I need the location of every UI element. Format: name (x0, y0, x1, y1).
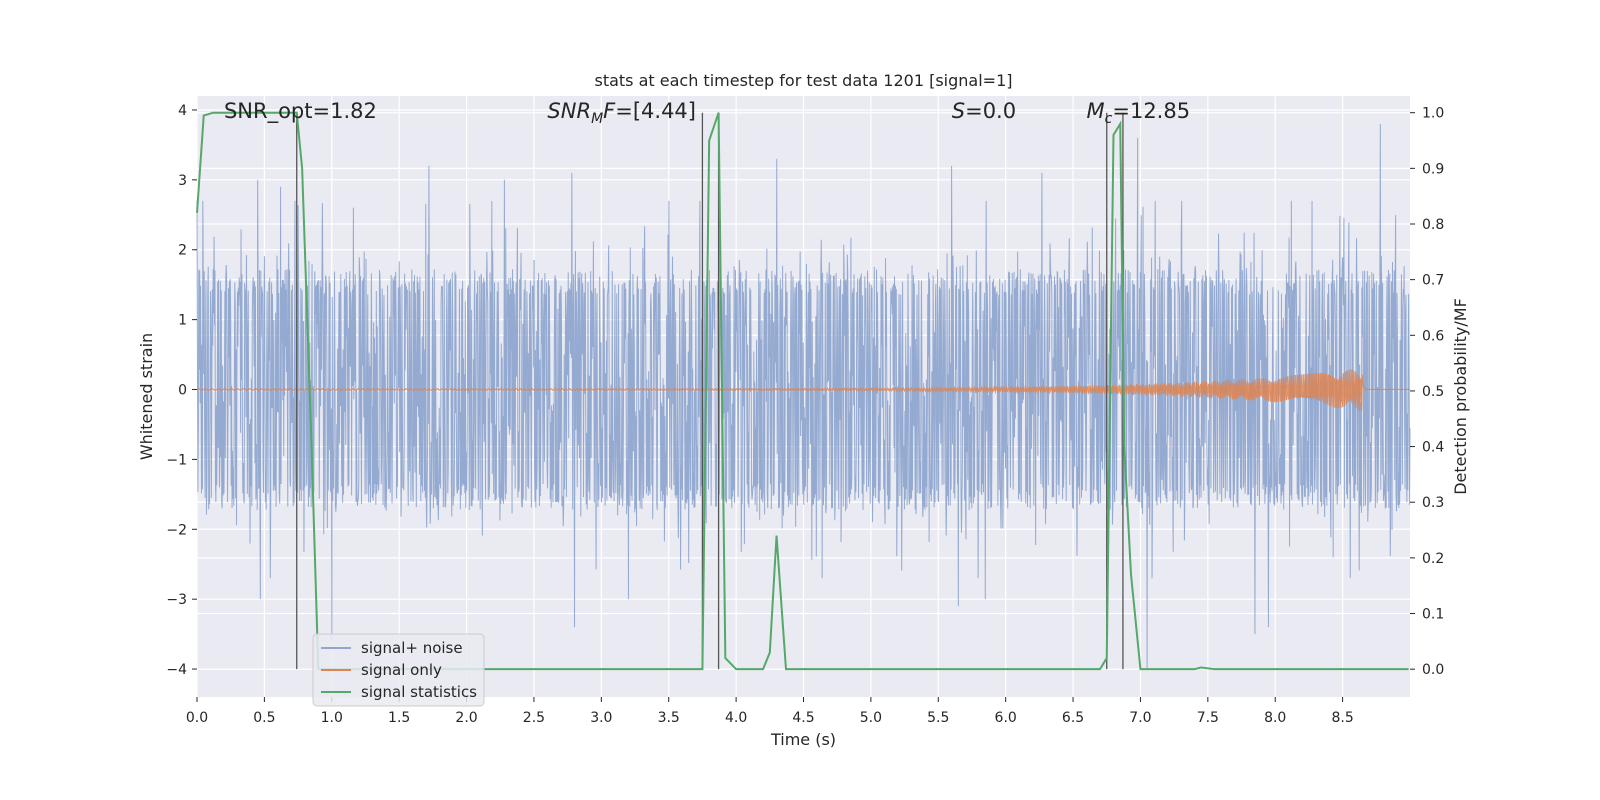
x-tick-label: 0.0 (186, 710, 208, 726)
x-tick-label: 3.5 (658, 710, 680, 726)
x-tick-label: 2.0 (455, 710, 477, 726)
signal-noise-line (196, 123, 1411, 670)
y-left-tick-label: 1 (178, 313, 187, 329)
signal-statistics-line (196, 111, 1409, 671)
x-tick-label: 8.0 (1264, 710, 1286, 726)
y-left-tick-label: 0 (178, 383, 187, 399)
annotation-subscript: c (1105, 111, 1113, 127)
annotation-main: SNR (547, 99, 591, 123)
y-right-tick-label: 0.4 (1422, 440, 1444, 456)
y-left-tick-label: 2 (178, 243, 187, 259)
legend-box (312, 633, 485, 707)
x-tick-label: 1.0 (321, 710, 343, 726)
x-axis-label: Time (s) (770, 730, 836, 749)
annotation-tail-rest: =[4.44] (615, 99, 696, 123)
y-right-tick-label: 0.5 (1422, 384, 1444, 400)
y-right-tick-label: 0.6 (1422, 328, 1444, 344)
y-right-tick-label: 0.8 (1422, 217, 1444, 233)
annotation-tail: F=[4.44] (603, 99, 696, 123)
annotation-tail: =0.0 (965, 99, 1016, 123)
x-tick-label: 7.0 (1129, 710, 1151, 726)
y-left-tick-label: 3 (178, 173, 187, 189)
signal-noise-series (196, 123, 1411, 670)
y-right-tick-label: 0.1 (1422, 607, 1444, 623)
y-left-tick-label: −1 (166, 452, 187, 468)
y-right-tick-label: 0.7 (1422, 273, 1444, 289)
annotation-s-value: S=0.0 (952, 99, 1016, 123)
y-left-tick-label: 4 (178, 103, 187, 119)
y-right-tick-label: 0.3 (1422, 495, 1444, 511)
annotation-subscript: M (591, 111, 603, 127)
annotation-main: M (1087, 99, 1105, 123)
y-left-tick-label: −3 (166, 592, 187, 608)
x-tick-label: 1.5 (388, 710, 410, 726)
axis-ticks: 0.0 0.5 1.0 1.5 2.0 2.5 3.0 3.5 4.0 4.5 5.0 5.5 6.0 6… (166, 103, 1444, 726)
signal-statistics-series (196, 111, 1409, 671)
x-tick-label: 7.5 (1197, 710, 1219, 726)
legend-entry-signal-statistics: signal statistics (361, 683, 477, 701)
annotation-tail: =12.85 (1112, 99, 1190, 123)
chart-title: stats at each timestep for test data 120… (594, 71, 1012, 90)
y-right-tick-label: 1.0 (1422, 106, 1444, 122)
y-right-tick-label: 0.0 (1422, 662, 1444, 678)
annotation-mc-value: Mc=12.85 (1087, 99, 1191, 127)
x-tick-label: 8.5 (1331, 710, 1353, 726)
annotation-snr-opt: SNR_opt=1.82 (224, 99, 377, 124)
x-tick-label: 4.5 (792, 710, 814, 726)
legend: signal+ noise signal only signal statist… (312, 633, 485, 707)
legend-entry-signal-noise: signal+ noise (361, 639, 463, 657)
x-tick-label: 0.5 (253, 710, 275, 726)
signal-only-line (196, 369, 1410, 411)
y-right-tick-label: 0.2 (1422, 551, 1444, 567)
annotation-tail-italic: F (603, 99, 616, 123)
annotations: SNR_opt=1.82 SNRMF=[4.44] S=0.0 Mc=12.85 (224, 99, 1190, 127)
y-right-tick-label: 0.9 (1422, 161, 1444, 177)
x-tick-label: 6.5 (1062, 710, 1084, 726)
x-tick-label: 3.0 (590, 710, 612, 726)
annotation-main: SNR_opt=1.82 (224, 99, 377, 124)
y-axis-right-label: Detection probability/MF (1451, 298, 1470, 495)
y-left-tick-label: −2 (166, 522, 187, 538)
x-tick-label: 2.5 (523, 710, 545, 726)
annotation-snr-mf: SNRMF=[4.44] (547, 99, 696, 127)
x-tick-label: 5.0 (860, 710, 882, 726)
x-tick-label: 6.0 (995, 710, 1017, 726)
legend-entry-signal-only: signal only (361, 661, 442, 679)
x-tick-label: 5.5 (927, 710, 949, 726)
x-tick-label: 4.0 (725, 710, 747, 726)
signal-only-series (196, 369, 1410, 411)
y-left-tick-label: −4 (166, 662, 187, 678)
annotation-main: S (952, 99, 965, 123)
y-axis-left-label: Whitened strain (137, 333, 156, 460)
